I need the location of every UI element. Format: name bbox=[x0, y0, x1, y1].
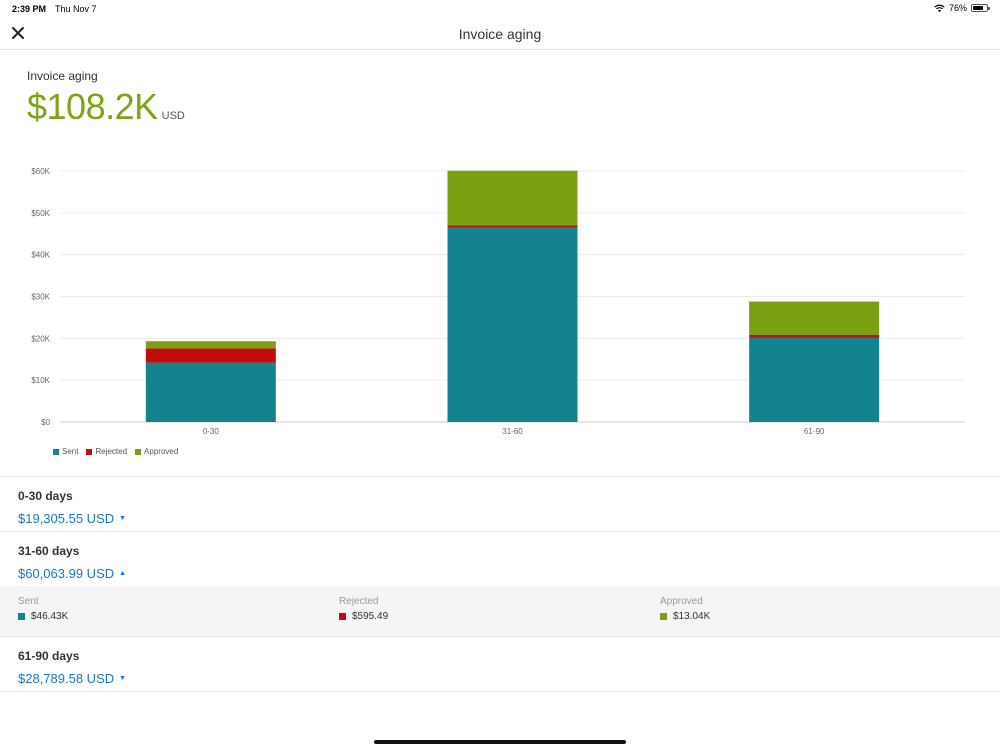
rejected-swatch-icon bbox=[339, 613, 346, 620]
status-right: 76% bbox=[934, 3, 990, 13]
caret-down-icon: ▼ bbox=[119, 515, 127, 522]
legend-item: Rejected bbox=[86, 447, 127, 456]
group-total-toggle[interactable]: $19,305.55 USD ▼ bbox=[18, 511, 982, 526]
bar-segment-approved bbox=[447, 170, 578, 226]
group-title: 0-30 days bbox=[18, 489, 73, 503]
detail-value: $46.43K bbox=[31, 611, 69, 622]
detail-value-row: $46.43K bbox=[18, 611, 68, 622]
summary-currency: USD bbox=[161, 110, 185, 122]
legend-label: Approved bbox=[144, 447, 179, 456]
detail-approved: Approved $13.04K bbox=[660, 596, 710, 622]
home-indicator[interactable] bbox=[374, 740, 626, 744]
group-total: $19,305.55 USD bbox=[18, 511, 115, 526]
legend-swatch-icon bbox=[86, 448, 93, 455]
summary-total: $108.2K bbox=[27, 86, 158, 127]
y-tick-label: $20K bbox=[31, 334, 50, 343]
approved-swatch-icon bbox=[660, 613, 667, 620]
x-tick-label: 31-60 bbox=[502, 427, 523, 436]
chart-legend: Sent Rejected Approved bbox=[53, 447, 178, 456]
group-title: 61-90 days bbox=[18, 649, 80, 663]
y-tick-label: $50K bbox=[31, 209, 50, 218]
caret-up-icon: ▲ bbox=[119, 570, 127, 577]
bar-segment-sent bbox=[749, 337, 880, 422]
bar-segment-rejected bbox=[749, 334, 880, 338]
aging-chart: $0 $10K $20K $30K $40K $50K $60K 0-30 31-60 61-90 bbox=[0, 160, 1000, 465]
bar-segment-sent bbox=[447, 227, 578, 422]
bar-segment-rejected bbox=[145, 348, 276, 363]
bar-segment-sent bbox=[145, 362, 276, 422]
group-total-toggle[interactable]: $60,063.99 USD ▲ bbox=[18, 566, 982, 581]
status-date: Thu Nov 7 bbox=[55, 4, 97, 14]
aging-bar-chart: $0 $10K $20K $30K $40K $50K $60K 0-30 31-60 61-90 bbox=[31, 167, 965, 436]
legend-item: Approved bbox=[135, 447, 178, 456]
status-bar: 2:39 PM Thu Nov 7 76% bbox=[0, 0, 1000, 18]
wifi-icon bbox=[934, 4, 945, 12]
detail-sent: Sent $46.43K bbox=[18, 596, 68, 622]
group-header[interactable]: 0-30 days $19,305.55 USD ▼ bbox=[0, 477, 1000, 531]
summary-label: Invoice aging bbox=[27, 69, 98, 83]
detail-rejected: Rejected $595.49 bbox=[339, 596, 388, 622]
y-tick-label: $30K bbox=[31, 293, 50, 302]
y-tick-label: $40K bbox=[31, 251, 50, 260]
detail-value: $595.49 bbox=[352, 611, 389, 622]
y-tick-label: $0 bbox=[41, 418, 50, 427]
group-0-30: 0-30 days $19,305.55 USD ▼ bbox=[0, 477, 1000, 532]
caret-down-icon: ▼ bbox=[119, 675, 127, 682]
close-icon bbox=[12, 27, 24, 39]
legend-label: Rejected bbox=[95, 447, 128, 456]
y-tick-label: $10K bbox=[31, 376, 50, 385]
x-tick-label: 0-30 bbox=[203, 427, 220, 436]
battery-icon bbox=[971, 4, 990, 12]
nav-title: Invoice aging bbox=[458, 26, 542, 42]
y-tick-label: $60K bbox=[31, 167, 50, 176]
detail-label: Approved bbox=[660, 596, 703, 607]
legend-label: Sent bbox=[62, 447, 79, 456]
group-total: $60,063.99 USD bbox=[18, 566, 115, 581]
status-time: 2:39 PM bbox=[12, 4, 47, 14]
legend-swatch-icon bbox=[53, 448, 59, 455]
group-total: $28,789.58 USD bbox=[18, 671, 115, 686]
bar-segment-approved bbox=[749, 301, 880, 335]
detail-value-row: $13.04K bbox=[660, 611, 710, 622]
group-title: 31-60 days bbox=[18, 544, 80, 558]
aging-groups: 0-30 days $19,305.55 USD ▼ 31-60 days $6… bbox=[0, 476, 1000, 692]
group-detail-panel: Sent $46.43K Rejected $595.49 Approved $… bbox=[0, 586, 1000, 636]
nav-bar: Invoice aging bbox=[0, 18, 1000, 50]
detail-value: $13.04K bbox=[673, 611, 711, 622]
bar-segment-approved bbox=[145, 341, 276, 349]
legend-swatch-icon bbox=[135, 448, 142, 455]
detail-value-row: $595.49 bbox=[339, 611, 388, 622]
group-header[interactable]: 61-90 days $28,789.58 USD ▼ bbox=[0, 637, 1000, 691]
group-31-60: 31-60 days $60,063.99 USD ▲ Sent $46.43K… bbox=[0, 532, 1000, 637]
summary-amount: $108.2K USD bbox=[27, 86, 185, 128]
detail-label: Sent bbox=[18, 596, 39, 607]
battery-percent: 76% bbox=[948, 3, 967, 13]
group-61-90: 61-90 days $28,789.58 USD ▼ bbox=[0, 637, 1000, 692]
x-tick-label: 61-90 bbox=[804, 427, 825, 436]
sent-swatch-icon bbox=[18, 613, 25, 620]
detail-label: Rejected bbox=[339, 596, 379, 607]
bar-segment-rejected bbox=[447, 225, 578, 228]
legend-item: Sent bbox=[53, 447, 78, 456]
close-button[interactable] bbox=[10, 25, 26, 41]
group-total-toggle[interactable]: $28,789.58 USD ▼ bbox=[18, 671, 982, 686]
group-header[interactable]: 31-60 days $60,063.99 USD ▲ bbox=[0, 532, 1000, 586]
